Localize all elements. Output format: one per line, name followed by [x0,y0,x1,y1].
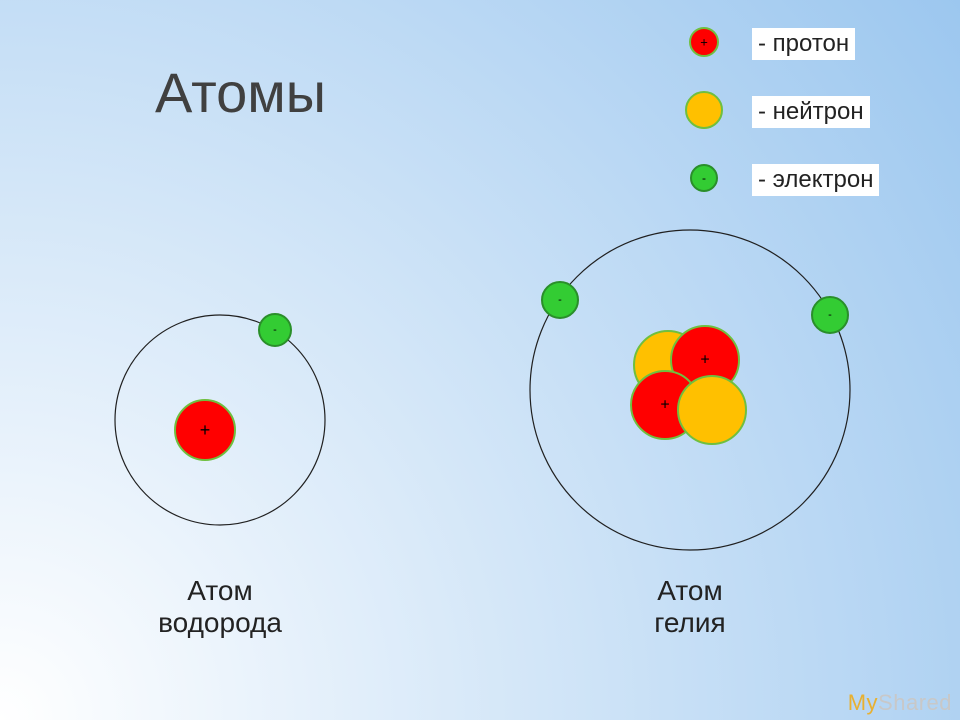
caption-hydrogen: Атом водорода [70,575,370,639]
slide-title: Атомы [155,60,326,125]
svg-text:+: + [700,35,708,50]
legend-label-neutron: - нейтрон [752,96,870,128]
slide-stage: + - + - + + - - Атомы - протон - нейтрон - элек… [0,0,960,720]
svg-text:-: - [273,324,277,336]
svg-text:+: + [660,397,669,414]
svg-text:-: - [558,294,562,306]
caption-helium: Атом гелия [540,575,840,639]
legend-label-proton: - протон [752,28,855,60]
svg-text:-: - [828,309,832,321]
svg-text:-: - [702,171,706,185]
watermark: MyShared [848,690,952,716]
svg-text:+: + [200,420,211,440]
watermark-suffix: Shared [878,690,952,715]
legend-label-electron: - электрон [752,164,879,196]
svg-text:+: + [700,352,709,369]
watermark-prefix: My [848,690,878,715]
